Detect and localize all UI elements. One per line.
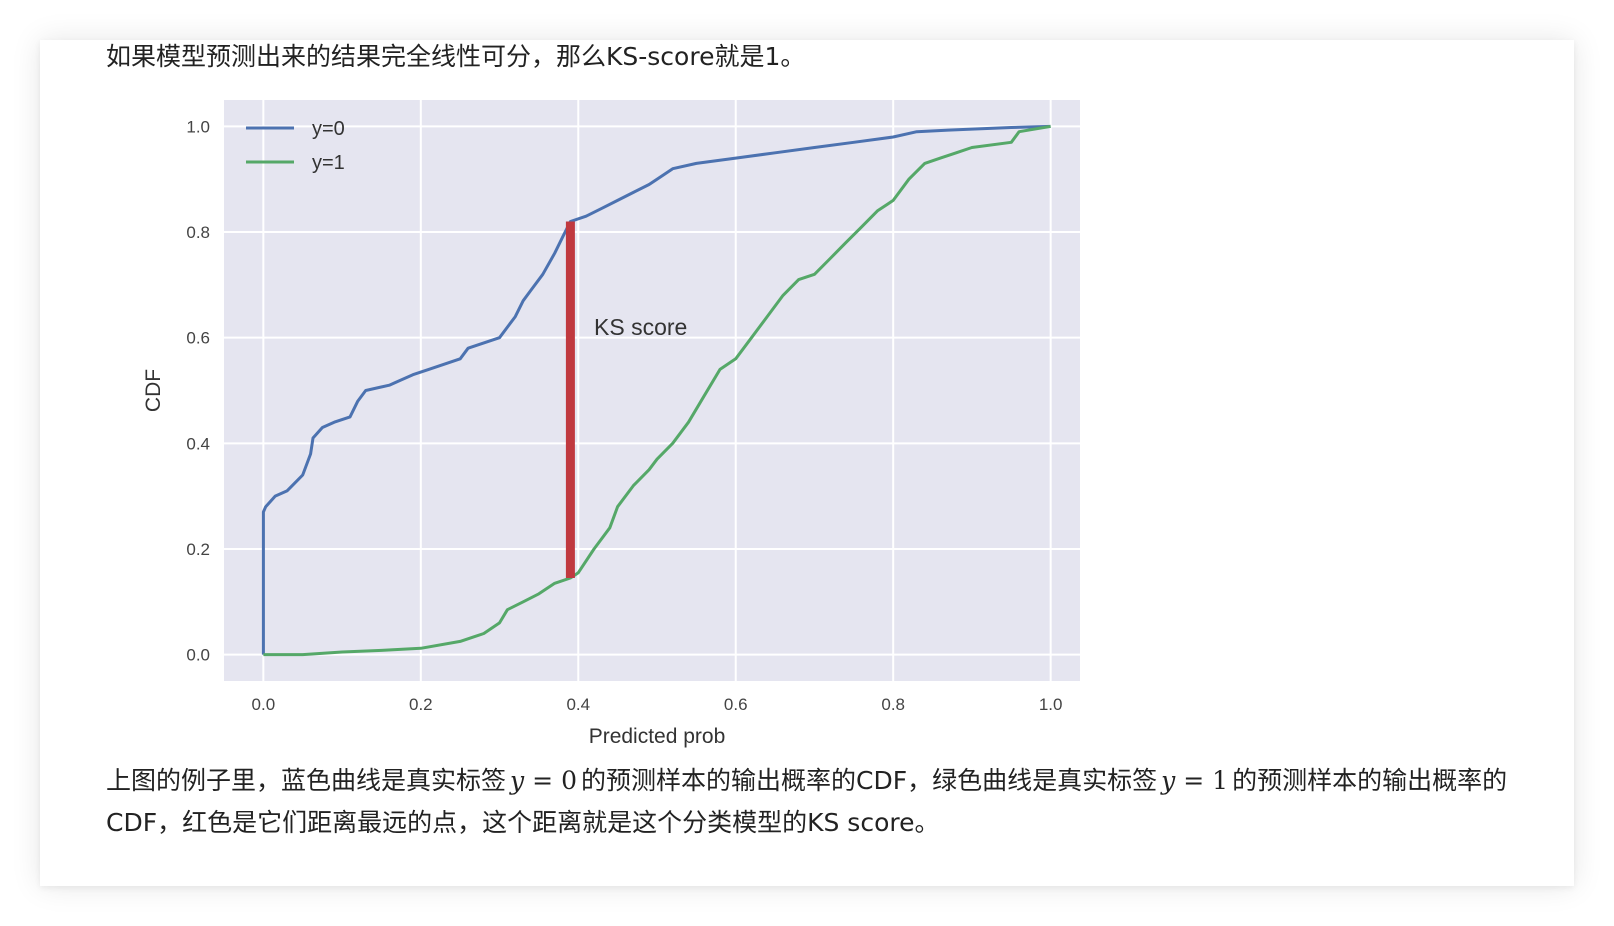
y-axis-label: CDF (142, 369, 165, 412)
intro-paragraph: 如果模型预测出来的结果完全线性可分，那么KS-score就是1。 (106, 42, 806, 71)
grid-lines (224, 100, 1080, 681)
math-y-eq-1: y = 1 (1161, 766, 1229, 795)
plot-area (224, 100, 1080, 681)
x-tick-label: 0.2 (409, 695, 433, 714)
x-tick-label: 1.0 (1039, 695, 1063, 714)
series-line-y1 (263, 124, 1051, 657)
legend: y=0 y=1 (246, 118, 345, 174)
legend-label-y1: y=1 (312, 152, 345, 174)
math-y-eq-0: y = 0 (510, 766, 577, 795)
y-tick-label: 0.2 (186, 540, 210, 559)
series-line-y0 (261, 124, 1051, 655)
caption-part-3: 的预测样本的输出概率的CDF，红色是它们距离最远的点，这个距离就是这个分类模型的… (106, 766, 1508, 837)
x-tick-label: 0.8 (881, 695, 905, 714)
y-tick-labels: 0.0 0.2 0.4 0.6 0.8 1.0 (186, 117, 210, 664)
x-tick-label: 0.0 (252, 695, 276, 714)
legend-label-y0: y=0 (312, 118, 345, 140)
x-axis-label: Predicted prob (589, 725, 726, 748)
cdf-chart: 0.0 0.2 0.4 0.6 0.8 1.0 0.0 0.2 0.4 0.6 0.8 1.0 KS… (142, 100, 1080, 748)
caption-part-1: 上图的例子里，蓝色曲线是真实标签 (106, 766, 507, 795)
y-tick-label: 0.8 (186, 223, 210, 242)
y-tick-label: 1.0 (186, 117, 210, 136)
caption-part-2: 的预测样本的输出概率的CDF，绿色曲线是真实标签 (581, 766, 1158, 795)
x-tick-label: 0.6 (724, 695, 748, 714)
y-tick-label: 0.0 (186, 646, 210, 665)
x-tick-label: 0.4 (566, 695, 590, 714)
x-tick-labels: 0.0 0.2 0.4 0.6 0.8 1.0 (252, 695, 1063, 714)
article-card: 如果模型预测出来的结果完全线性可分，那么KS-score就是1。 0.0 0.2 0… (40, 40, 1574, 886)
caption-paragraph: 上图的例子里，蓝色曲线是真实标签 y = 0 的预测样本的输出概率的CDF，绿色曲线是真… (106, 760, 1546, 844)
y-tick-label: 0.4 (186, 434, 210, 453)
y-tick-label: 0.6 (186, 329, 210, 348)
ks-score-annotation: KS score (594, 314, 687, 340)
